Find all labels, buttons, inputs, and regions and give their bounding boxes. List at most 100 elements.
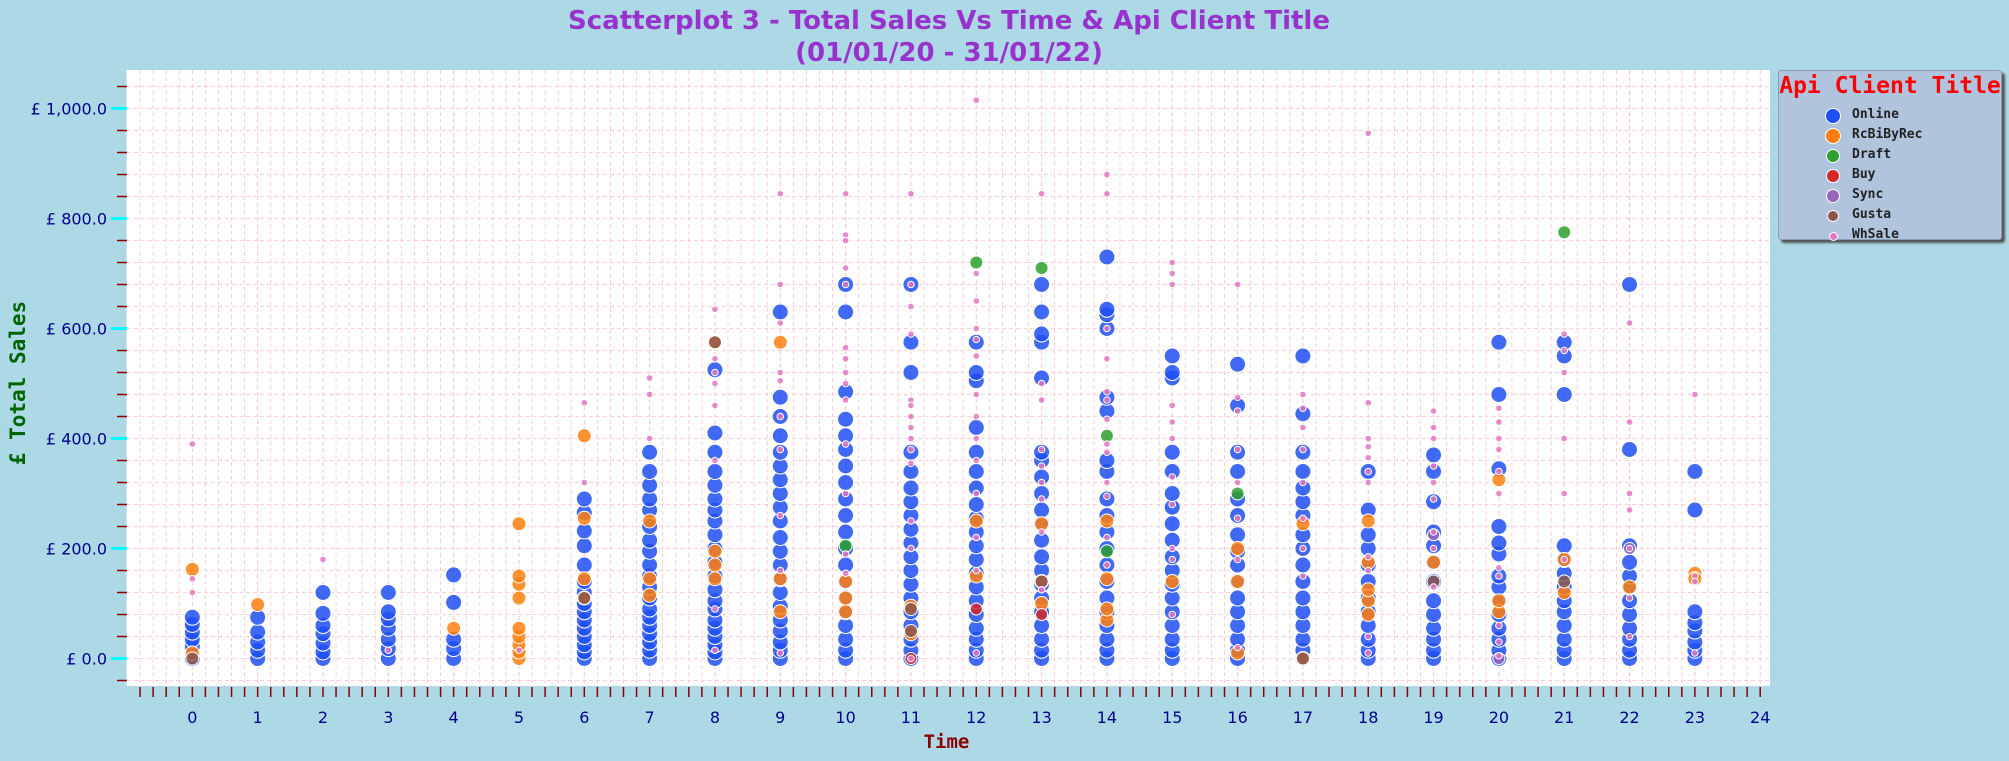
- x-tick-label: 6: [579, 708, 589, 727]
- data-point: [1033, 276, 1051, 293]
- data-point: [1099, 571, 1115, 587]
- y-tick-label: £ 1,000.0: [31, 100, 107, 119]
- data-point: [711, 646, 719, 655]
- x-tick-label: 10: [835, 708, 855, 727]
- data-point: [1103, 440, 1111, 448]
- data-point: [967, 496, 985, 513]
- data-point: [907, 517, 915, 525]
- data-point: [1035, 608, 1049, 621]
- data-point: [1364, 129, 1373, 138]
- data-point: [907, 654, 915, 663]
- data-point: [1425, 592, 1443, 610]
- data-point: [776, 511, 785, 520]
- data-point: [1033, 501, 1051, 519]
- data-point: [1168, 280, 1177, 289]
- y-tick-label: £ 400.0: [46, 430, 107, 449]
- data-point: [707, 571, 723, 587]
- data-point: [711, 379, 719, 388]
- chart-subtitle: (01/01/20 - 31/01/22): [795, 38, 1103, 68]
- data-point: [1560, 434, 1569, 443]
- data-point: [1034, 261, 1049, 275]
- data-point: [972, 390, 981, 399]
- x-tick-label: 15: [1162, 708, 1182, 727]
- data-point: [907, 434, 915, 443]
- data-point: [1560, 346, 1569, 355]
- data-point: [1037, 396, 1046, 404]
- data-point: [576, 510, 592, 526]
- data-point: [1364, 398, 1373, 407]
- data-point: [1233, 393, 1242, 402]
- series-draft: [838, 225, 1572, 559]
- data-point: [641, 443, 659, 461]
- y-axis-ticks: [117, 85, 127, 682]
- series-gusta: [185, 335, 1572, 666]
- data-point: [1103, 387, 1111, 396]
- data-point: [1168, 258, 1177, 267]
- data-point: [907, 459, 915, 468]
- data-point: [1429, 434, 1438, 443]
- data-point: [903, 624, 918, 638]
- data-point: [1299, 478, 1307, 487]
- x-axis-label: Time: [924, 731, 970, 753]
- x-tick-label: 16: [1227, 708, 1247, 727]
- data-point: [580, 398, 589, 407]
- data-point: [771, 427, 789, 445]
- data-point: [1560, 368, 1569, 377]
- data-point: [907, 189, 915, 198]
- data-point: [1560, 330, 1569, 338]
- data-point: [1491, 593, 1507, 609]
- legend-label: WhSale: [1852, 227, 1899, 242]
- data-point: [184, 561, 200, 577]
- data-point: [384, 646, 393, 655]
- data-point: [314, 584, 332, 601]
- x-axis-ticks: [139, 687, 1761, 697]
- data-point: [642, 587, 658, 603]
- data-point: [1625, 594, 1634, 602]
- data-point: [1168, 555, 1177, 564]
- data-point: [511, 568, 527, 584]
- data-point: [1168, 418, 1177, 426]
- data-point: [1691, 390, 1699, 399]
- data-point: [511, 620, 527, 636]
- data-point: [1099, 601, 1115, 617]
- data-point: [1691, 649, 1699, 657]
- data-point: [1495, 638, 1503, 646]
- series-buy: [904, 602, 1049, 665]
- data-point: [907, 280, 915, 289]
- data-point: [907, 401, 915, 410]
- chart-title: Scatterplot 3 - Total Sales Vs Time & Ap…: [568, 6, 1330, 36]
- data-point: [1560, 489, 1569, 498]
- data-point: [1495, 489, 1503, 498]
- data-point: [706, 463, 724, 480]
- data-point: [772, 334, 788, 350]
- legend-title: Api Client Title: [1779, 73, 2001, 99]
- data-point: [1495, 418, 1503, 426]
- data-point: [511, 590, 527, 606]
- data-point: [907, 423, 915, 432]
- data-point: [841, 343, 850, 352]
- data-point: [772, 604, 788, 620]
- data-point: [1621, 441, 1639, 458]
- data-point: [1625, 632, 1634, 641]
- data-point: [1299, 544, 1307, 553]
- data-point: [776, 189, 785, 198]
- data-point: [1103, 492, 1111, 501]
- data-point: [1429, 478, 1438, 487]
- data-point: [771, 303, 789, 321]
- data-point: [1163, 515, 1181, 533]
- data-point: [1625, 489, 1634, 498]
- data-point: [967, 364, 985, 381]
- data-point: [776, 376, 785, 385]
- data-point: [1168, 500, 1177, 509]
- x-tick-label: 21: [1554, 708, 1574, 727]
- data-point: [841, 368, 850, 377]
- data-point: [837, 410, 855, 428]
- data-point: [1037, 478, 1046, 487]
- data-point: [188, 588, 197, 597]
- data-point: [314, 604, 332, 622]
- data-point: [841, 440, 850, 448]
- data-point: [1429, 544, 1438, 553]
- data-point: [1490, 518, 1508, 535]
- data-point: [907, 412, 915, 421]
- data-point: [1425, 446, 1443, 464]
